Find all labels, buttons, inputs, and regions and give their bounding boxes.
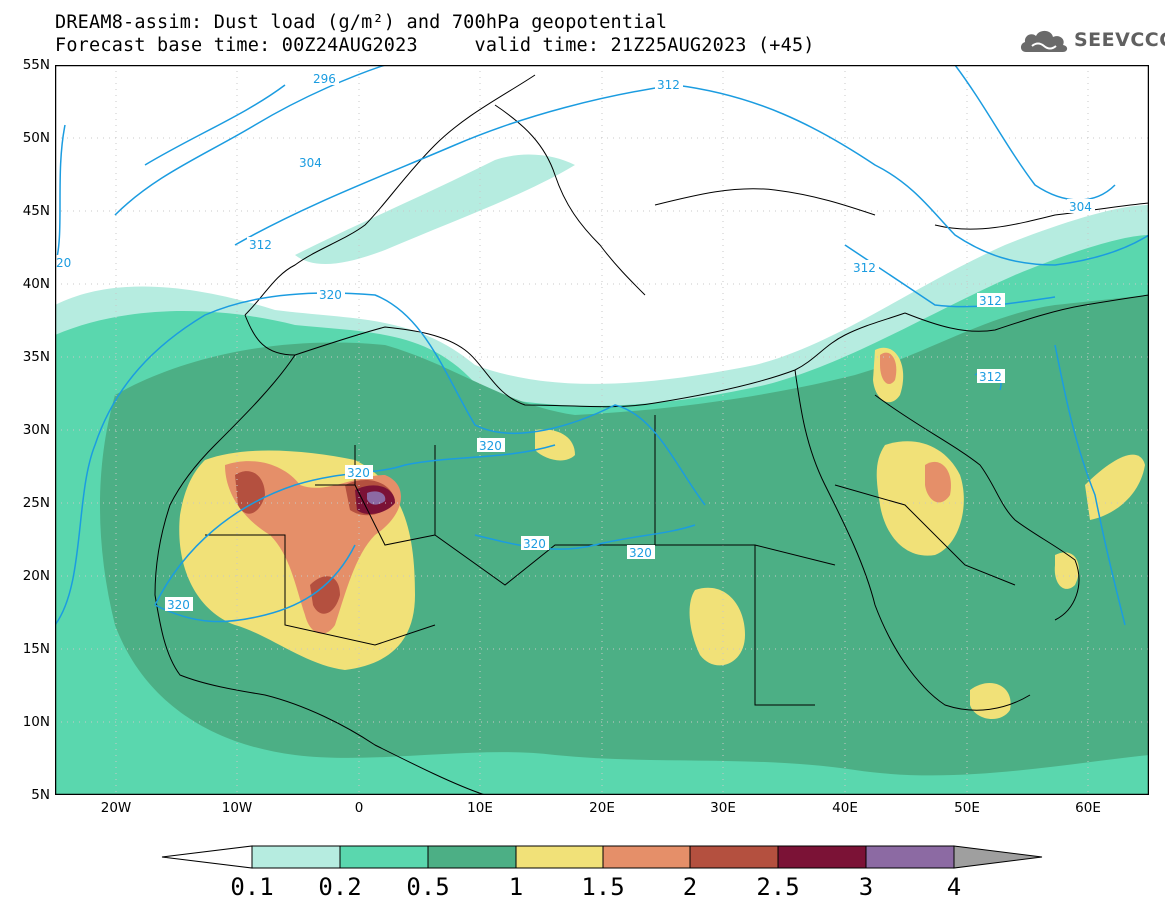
- map-title: DREAM8-assim: Dust load (g/m²) and 700hP…: [55, 12, 668, 33]
- lon-label: 0: [354, 800, 364, 816]
- dust-contour-1-pakistan: [1085, 454, 1145, 520]
- graticule: [55, 65, 1149, 795]
- dust-load-map: 296 304 312 312 320 320 320 320 320 320 …: [55, 65, 1149, 795]
- lat-label: 45N: [22, 203, 50, 219]
- coastlines: [154, 74, 1149, 795]
- colorbar-swatch: [515, 845, 604, 869]
- colorbar-swatch: [865, 845, 955, 869]
- lon-label: 20W: [100, 800, 132, 816]
- lat-label: 30N: [22, 422, 50, 438]
- lat-label: 10N: [22, 714, 50, 730]
- contour-label: 312: [249, 238, 272, 252]
- contour-label: 320: [523, 537, 546, 551]
- colorbar-swatch: [777, 845, 867, 869]
- lon-label: 20E: [589, 800, 615, 816]
- dust-contour-1-sudan: [689, 587, 745, 666]
- colorbar-label: 2.5: [756, 873, 800, 901]
- dust-contour-1.5-iraq: [880, 352, 897, 385]
- forecast-times: Forecast base time: 00Z24AUG2023 valid t…: [55, 35, 815, 56]
- lat-label: 25N: [22, 495, 50, 511]
- colorbar-label: 0.1: [230, 873, 274, 901]
- lat-label: 55N: [22, 57, 50, 73]
- dust-contour-1.5-arabia: [925, 461, 951, 503]
- colorbar-swatch: [339, 845, 429, 869]
- colorbar-max-arrow: [953, 845, 1043, 869]
- colorbar-label: 4: [946, 873, 962, 901]
- lon-label: 30E: [710, 800, 736, 816]
- dust-contour-1-oman: [1054, 552, 1079, 589]
- contour-label: 320: [347, 466, 370, 480]
- colorbar-label: 0.2: [318, 873, 362, 901]
- dust-contour-2: [235, 471, 395, 614]
- colorbar-label: 3: [858, 873, 874, 901]
- contour-label: 320: [319, 288, 342, 302]
- lat-label: 35N: [22, 349, 50, 365]
- colorbar-swatch: [602, 845, 691, 869]
- dust-contour-1-sahara: [535, 429, 575, 461]
- colorbar-swatch: [427, 845, 517, 869]
- lat-label: 40N: [22, 276, 50, 292]
- colorbar-label: 1: [508, 873, 524, 901]
- lat-label: 15N: [22, 641, 50, 657]
- contour-label: 20: [56, 256, 71, 270]
- contour-label-group: 296 304 312 312 320 320 320 320 320 320 …: [55, 71, 1095, 612]
- contour-label: 312: [853, 261, 876, 275]
- colorbar-label: 1.5: [581, 873, 625, 901]
- dust-contour-3: [367, 491, 386, 505]
- lat-label: 20N: [22, 568, 50, 584]
- contour-label: 304: [299, 156, 322, 170]
- lon-label: 10E: [467, 800, 493, 816]
- lon-label: 60E: [1075, 800, 1101, 816]
- colorbar: [161, 845, 1043, 869]
- contour-label: 312: [657, 78, 680, 92]
- contour-label: 320: [629, 546, 652, 560]
- logo-text: SEEVCCC: [1074, 29, 1165, 51]
- contour-label: 304: [1069, 200, 1092, 214]
- colorbar-swatch: [689, 845, 779, 869]
- lat-label: 5N: [31, 787, 50, 803]
- contour-label: 312: [979, 370, 1002, 384]
- contour-label: 320: [167, 598, 190, 612]
- dust-contour-0.1-north: [295, 154, 575, 265]
- contour-label: 296: [313, 72, 336, 86]
- colorbar-label: 2: [682, 873, 698, 901]
- colorbar-min-arrow: [161, 845, 253, 869]
- colorbar-label: 0.5: [406, 873, 450, 901]
- colorbar-swatch: [251, 845, 341, 869]
- contour-label: 320: [479, 439, 502, 453]
- cloud-logo-icon: [1020, 30, 1068, 52]
- contour-label: 312: [979, 294, 1002, 308]
- lon-label: 40E: [832, 800, 858, 816]
- lat-label: 50N: [22, 130, 50, 146]
- lon-label: 50E: [954, 800, 980, 816]
- lon-label: 10W: [221, 800, 253, 816]
